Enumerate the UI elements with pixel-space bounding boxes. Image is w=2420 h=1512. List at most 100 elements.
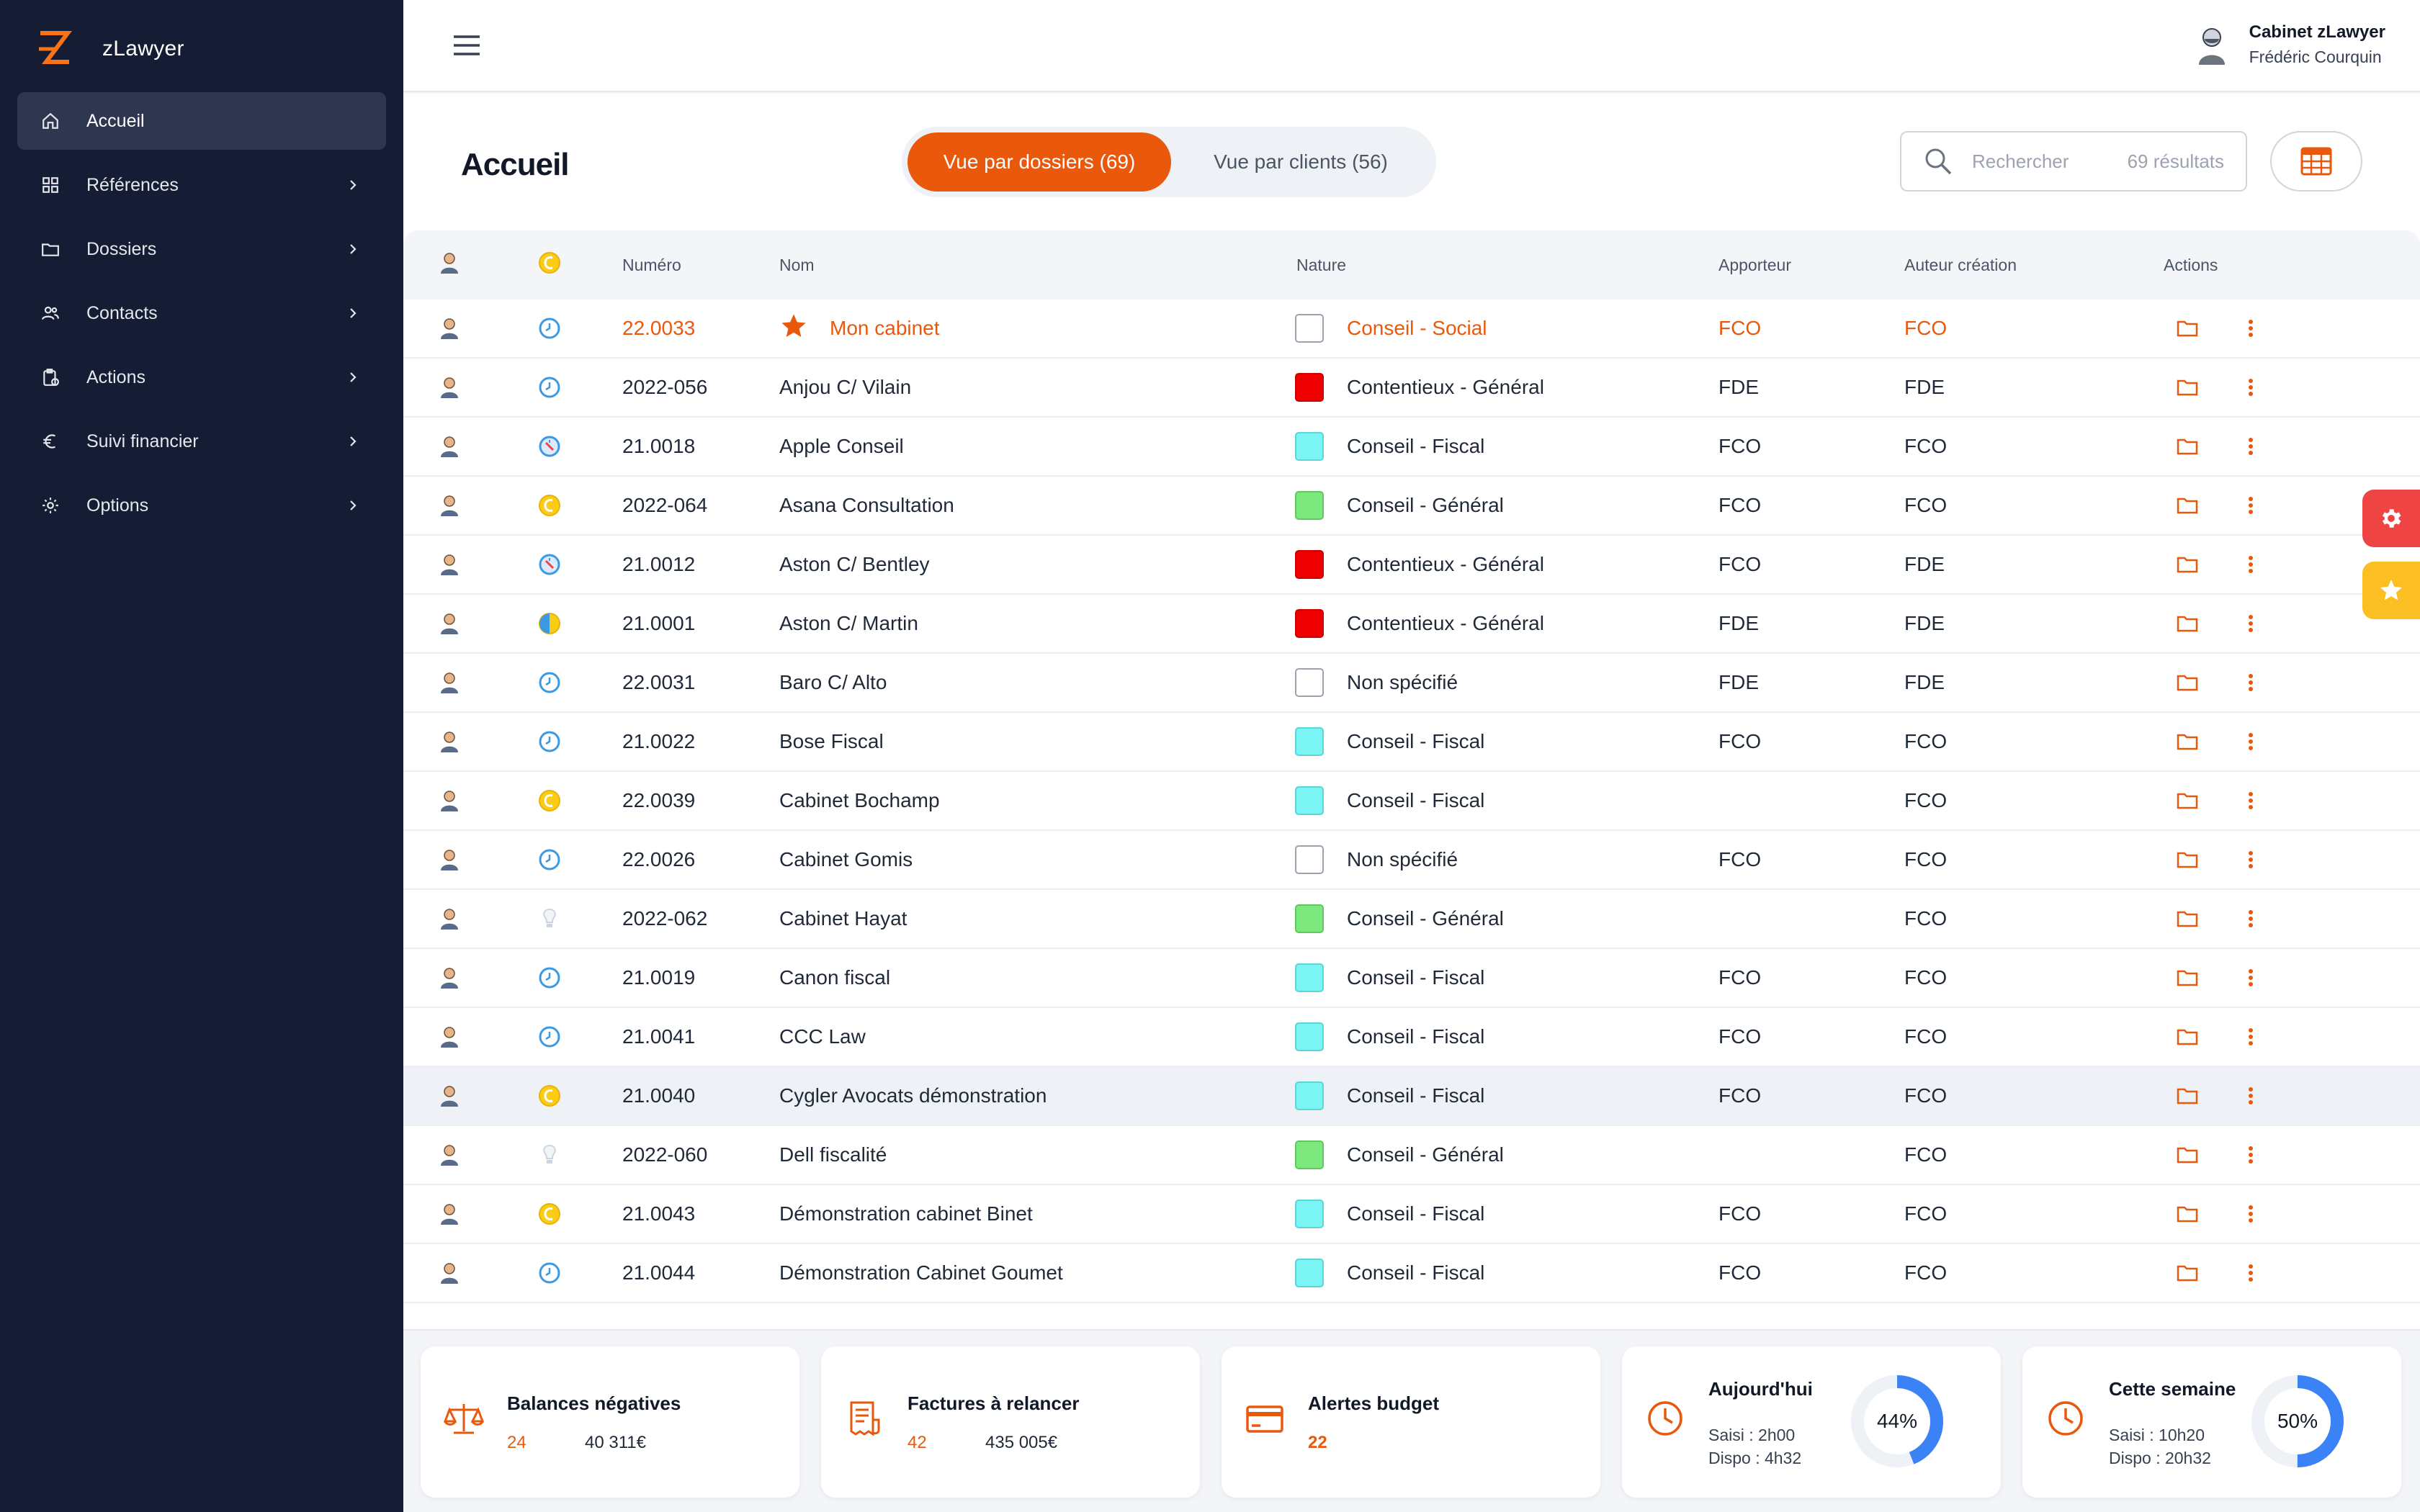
favorites-side-button[interactable]	[2362, 562, 2420, 619]
table-row[interactable]: 22.0026 Cabinet Gomis Non spécifié FCO FCO	[403, 831, 2420, 890]
dossier-numero[interactable]: 22.0026	[622, 848, 696, 870]
open-folder-icon[interactable]	[2177, 949, 2198, 1007]
dossier-numero[interactable]: 2022-060	[622, 1143, 708, 1166]
dossier-nom[interactable]: Aston C/ Bentley	[779, 536, 930, 593]
column-auteur-creation[interactable]: Auteur création	[1904, 255, 2017, 274]
dossier-numero[interactable]: 21.0044	[622, 1261, 696, 1284]
sidebar-item-actions[interactable]: Actions	[17, 348, 386, 406]
tab-vue-clients[interactable]: Vue par clients (56)	[1214, 150, 1388, 173]
dossier-numero[interactable]: 22.0033	[622, 317, 696, 339]
dossier-nom[interactable]: Canon fiscal	[779, 949, 890, 1007]
tab-vue-dossiers[interactable]: Vue par dossiers (69)	[908, 132, 1171, 192]
open-folder-icon[interactable]	[2177, 1008, 2198, 1066]
dossier-nom[interactable]: Baro C/ Alto	[779, 654, 887, 711]
table-row[interactable]: 22.0031 Baro C/ Alto Non spécifié FDE FDE	[403, 654, 2420, 713]
table-row[interactable]: 21.0018 Apple Conseil Conseil - Fiscal FCO F…	[403, 418, 2420, 477]
open-folder-icon[interactable]	[2177, 654, 2198, 711]
settings-side-button[interactable]	[2362, 490, 2420, 547]
table-row[interactable]: 22.0033 Mon cabinet Conseil - Social FCO FCO	[403, 300, 2420, 359]
open-folder-icon[interactable]	[2177, 1244, 2198, 1302]
open-folder-icon[interactable]	[2177, 772, 2198, 829]
column-nom[interactable]: Nom	[779, 255, 815, 274]
table-row[interactable]: 21.0022 Bose Fiscal Conseil - Fiscal FCO FCO	[403, 713, 2420, 772]
dossier-numero[interactable]: 22.0031	[622, 671, 696, 693]
more-actions-icon[interactable]	[2247, 1185, 2254, 1243]
open-folder-icon[interactable]	[2177, 890, 2198, 948]
dossier-numero[interactable]: 21.0012	[622, 553, 696, 575]
dossier-nom[interactable]: Dell fiscalité	[779, 1126, 887, 1184]
table-row[interactable]: 21.0044 Démonstration Cabinet Goumet Conse…	[403, 1244, 2420, 1303]
table-row[interactable]: 2022-062 Cabinet Hayat Conseil - Général FC…	[403, 890, 2420, 949]
more-actions-icon[interactable]	[2247, 713, 2254, 770]
more-actions-icon[interactable]	[2247, 654, 2254, 711]
sidebar-item-suivi-financier[interactable]: Suivi financier	[17, 413, 386, 470]
dossier-nom[interactable]: Asana Consultation	[779, 477, 954, 534]
table-row[interactable]: 22.0039 Cabinet Bochamp Conseil - Fiscal FC…	[403, 772, 2420, 831]
table-row[interactable]: 21.0012 Aston C/ Bentley Contentieux - Gén…	[403, 536, 2420, 595]
dossier-numero[interactable]: 21.0041	[622, 1025, 696, 1048]
dossier-numero[interactable]: 22.0039	[622, 789, 696, 811]
dossier-numero[interactable]: 2022-064	[622, 494, 708, 516]
dossier-numero[interactable]: 21.0019	[622, 966, 696, 989]
calendar-button[interactable]	[2270, 131, 2362, 192]
dossier-nom[interactable]: Aston C/ Martin	[779, 595, 918, 652]
dossier-numero[interactable]: 2022-062	[622, 907, 708, 930]
card-aujourdhui[interactable]: Aujourd'hui Saisi : 2h00 Dispo : 4h32 44…	[1622, 1346, 2001, 1498]
more-actions-icon[interactable]	[2247, 477, 2254, 534]
menu-icon[interactable]	[452, 32, 481, 58]
open-folder-icon[interactable]	[2177, 1185, 2198, 1243]
sidebar-item-accueil[interactable]: Accueil	[17, 92, 386, 150]
open-folder-icon[interactable]	[2177, 595, 2198, 652]
more-actions-icon[interactable]	[2247, 300, 2254, 357]
column-nature[interactable]: Nature	[1296, 255, 1347, 274]
table-row[interactable]: 21.0041 CCC Law Conseil - Fiscal FCO FCO	[403, 1008, 2420, 1067]
more-actions-icon[interactable]	[2247, 1244, 2254, 1302]
sidebar-item-options[interactable]: Options	[17, 477, 386, 534]
dossier-nom[interactable]: Anjou C/ Vilain	[779, 359, 911, 416]
table-row[interactable]: 21.0040 Cygler Avocats démonstration Conse…	[403, 1067, 2420, 1126]
open-folder-icon[interactable]	[2177, 536, 2198, 593]
dossier-nom[interactable]: Bose Fiscal	[779, 713, 884, 770]
more-actions-icon[interactable]	[2247, 1067, 2254, 1125]
more-actions-icon[interactable]	[2247, 831, 2254, 888]
dossier-numero[interactable]: 21.0040	[622, 1084, 696, 1107]
more-actions-icon[interactable]	[2247, 536, 2254, 593]
user-menu[interactable]: Cabinet zLawyer Frédéric Courquin	[2193, 20, 2385, 69]
sidebar-item-references[interactable]: Références	[17, 156, 386, 214]
table-row[interactable]: 2022-064 Asana Consultation Conseil - Géné…	[403, 477, 2420, 536]
dossier-nom[interactable]: Cabinet Bochamp	[779, 772, 940, 829]
sidebar-item-contacts[interactable]: Contacts	[17, 284, 386, 342]
more-actions-icon[interactable]	[2247, 1126, 2254, 1184]
dossier-nom[interactable]: Démonstration cabinet Binet	[779, 1185, 1033, 1243]
open-folder-icon[interactable]	[2177, 1067, 2198, 1125]
table-row[interactable]: 21.0043 Démonstration cabinet Binet Consei…	[403, 1185, 2420, 1244]
open-folder-icon[interactable]	[2177, 477, 2198, 534]
table-row[interactable]: 2022-060 Dell fiscalité Conseil - Général F…	[403, 1126, 2420, 1185]
column-apporteur[interactable]: Apporteur	[1718, 255, 1792, 274]
dossier-numero[interactable]: 21.0018	[622, 435, 696, 457]
table-row[interactable]: 21.0001 Aston C/ Martin Contentieux - Géné…	[403, 595, 2420, 654]
dossier-numero[interactable]: 21.0043	[622, 1202, 696, 1225]
search-input[interactable]: Rechercher 69 résultats	[1900, 131, 2247, 192]
more-actions-icon[interactable]	[2247, 772, 2254, 829]
more-actions-icon[interactable]	[2247, 595, 2254, 652]
card-balances-negatives[interactable]: Balances négatives 24 40 311€	[421, 1346, 799, 1498]
dossier-numero[interactable]: 2022-056	[622, 376, 708, 398]
more-actions-icon[interactable]	[2247, 890, 2254, 948]
more-actions-icon[interactable]	[2247, 418, 2254, 475]
more-actions-icon[interactable]	[2247, 949, 2254, 1007]
dossier-nom[interactable]: Cabinet Gomis	[779, 831, 913, 888]
dossier-nom[interactable]: Démonstration Cabinet Goumet	[779, 1244, 1063, 1302]
card-alertes-budget[interactable]: Alertes budget 22	[1222, 1346, 1600, 1498]
more-actions-icon[interactable]	[2247, 359, 2254, 416]
table-row[interactable]: 2022-056 Anjou C/ Vilain Contentieux - Gén…	[403, 359, 2420, 418]
dossier-nom[interactable]: Cabinet Hayat	[779, 890, 907, 948]
column-numero[interactable]: Numéro	[622, 255, 681, 274]
open-folder-icon[interactable]	[2177, 713, 2198, 770]
open-folder-icon[interactable]	[2177, 418, 2198, 475]
open-folder-icon[interactable]	[2177, 300, 2198, 357]
more-actions-icon[interactable]	[2247, 1008, 2254, 1066]
sidebar-item-dossiers[interactable]: Dossiers	[17, 220, 386, 278]
open-folder-icon[interactable]	[2177, 831, 2198, 888]
dossier-nom[interactable]: Cygler Avocats démonstration	[779, 1067, 1047, 1125]
